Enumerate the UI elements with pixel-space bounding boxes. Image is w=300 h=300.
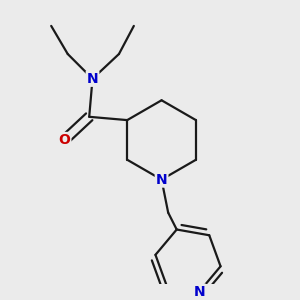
Text: N: N [194, 285, 205, 298]
Text: N: N [87, 72, 98, 86]
Text: N: N [156, 172, 167, 187]
Text: O: O [58, 133, 70, 147]
